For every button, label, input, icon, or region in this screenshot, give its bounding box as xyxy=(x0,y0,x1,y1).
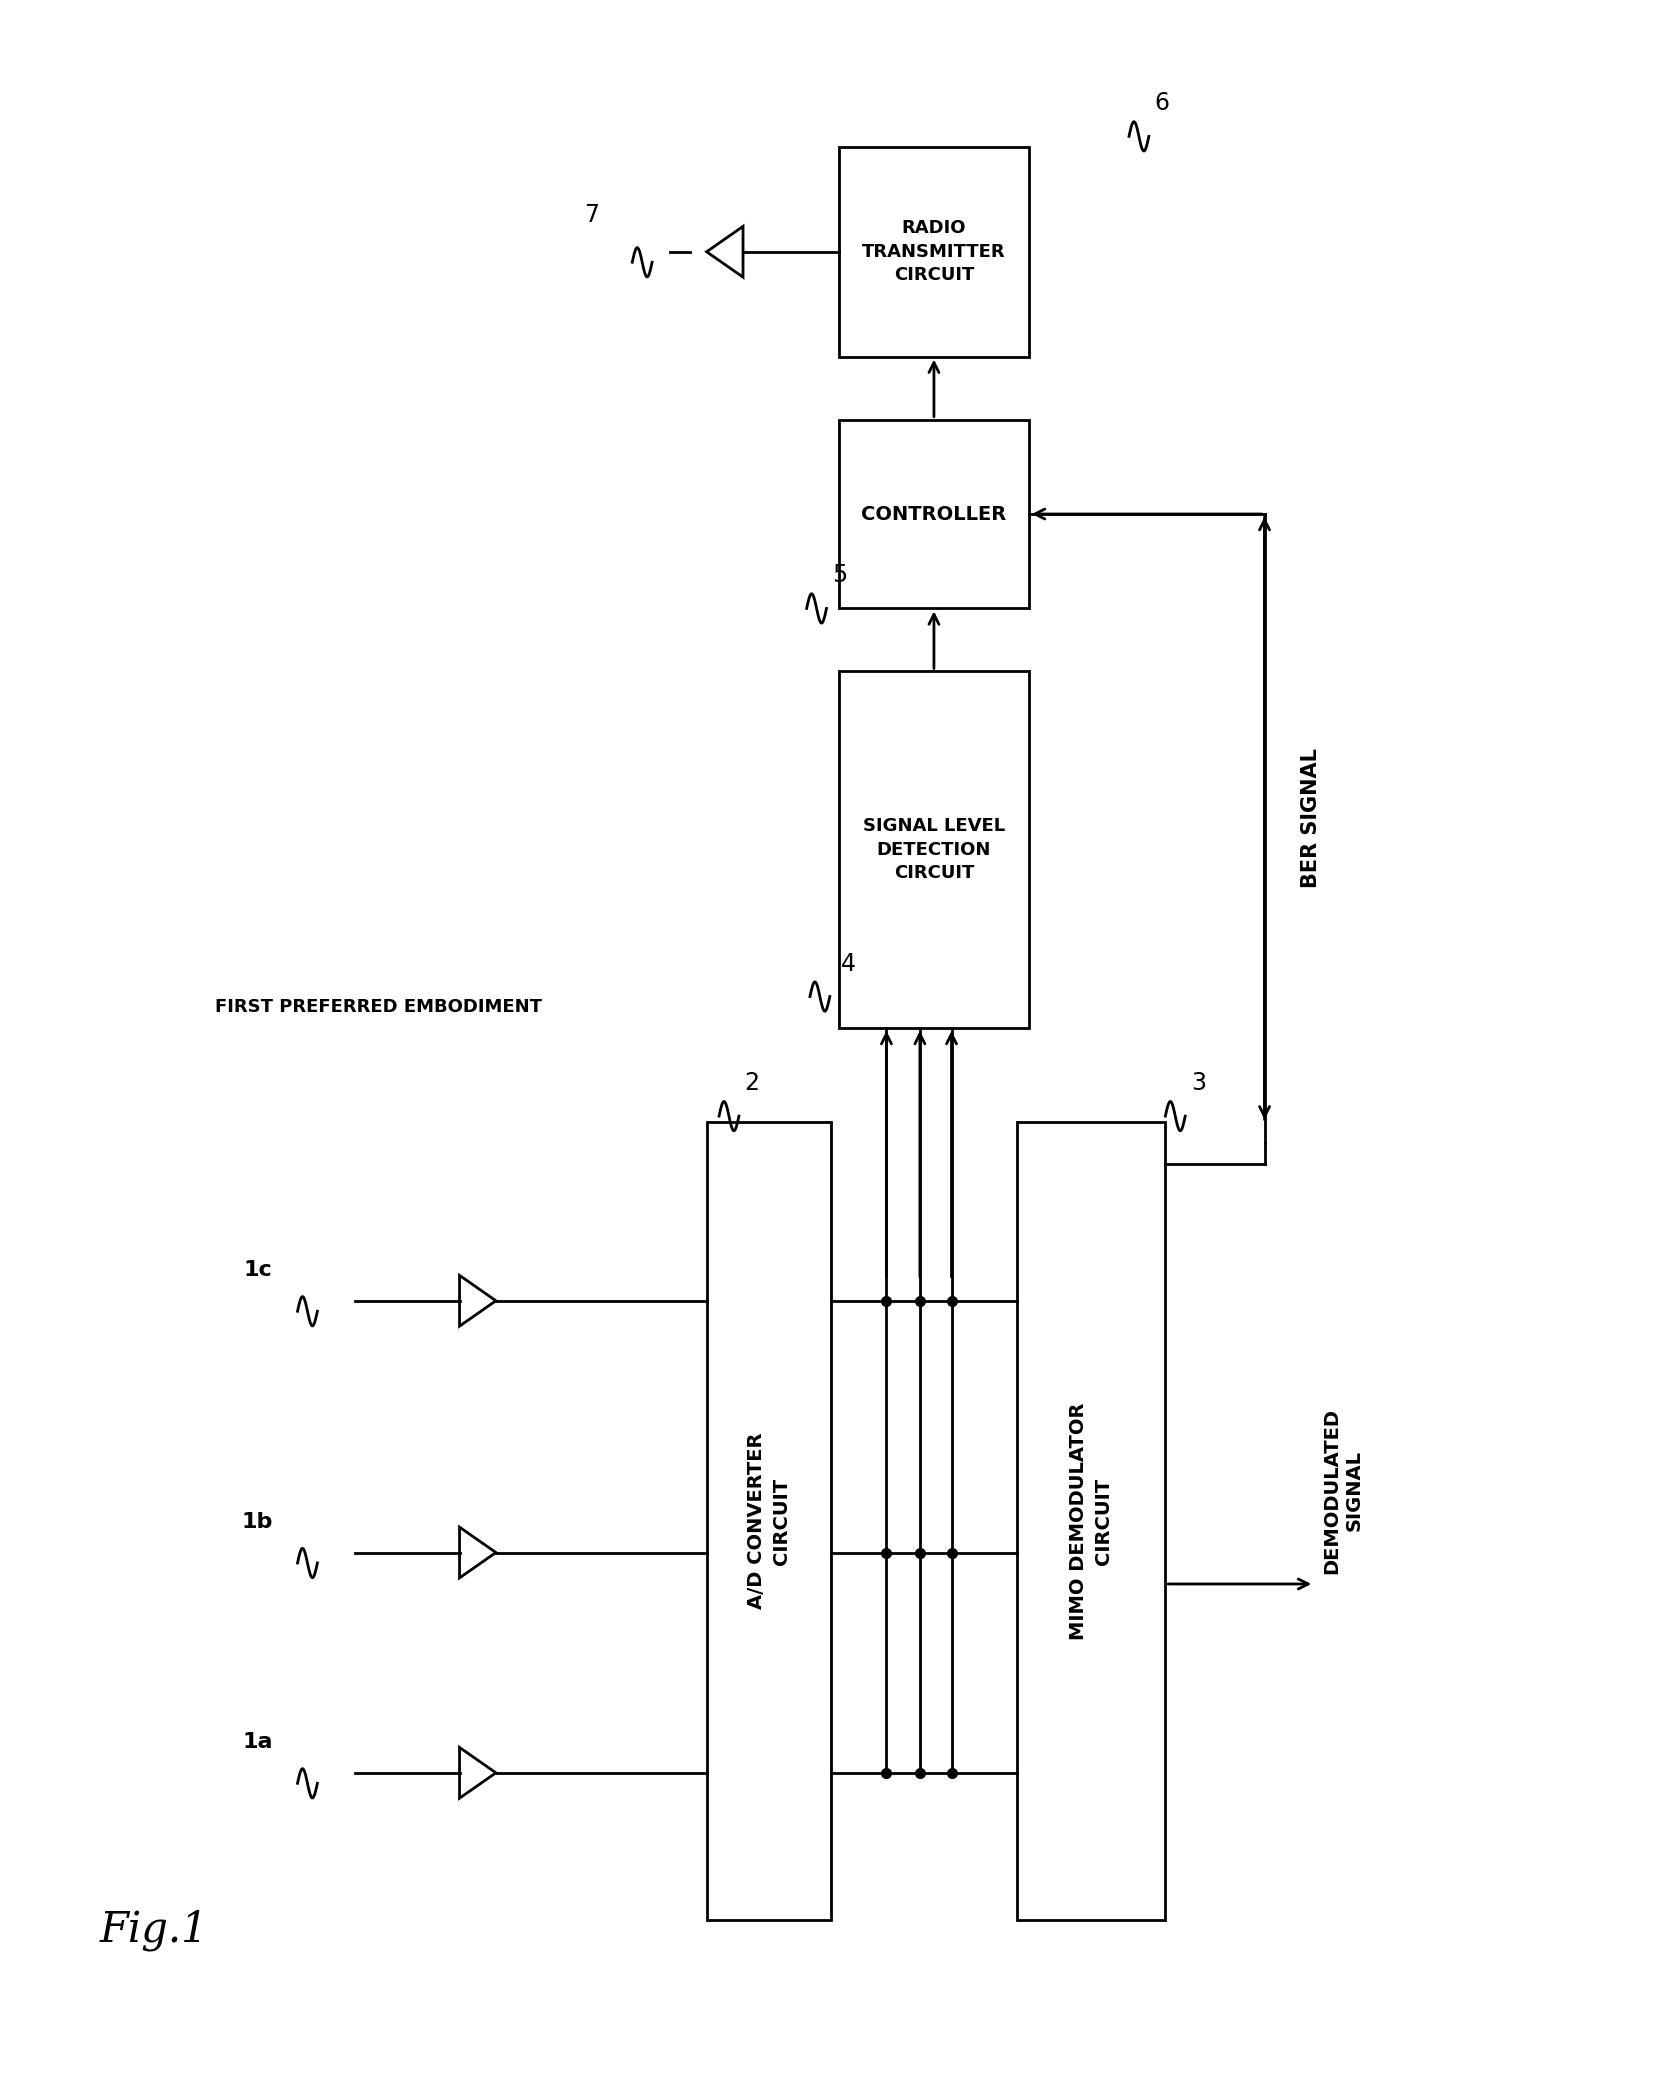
Text: MIMO DEMODULATOR
CIRCUIT: MIMO DEMODULATOR CIRCUIT xyxy=(1069,1401,1112,1641)
Text: 1b: 1b xyxy=(241,1511,273,1532)
Text: CONTROLLER: CONTROLLER xyxy=(861,504,1007,524)
Text: DEMODULATED
SIGNAL: DEMODULATED SIGNAL xyxy=(1322,1408,1364,1574)
Text: 4: 4 xyxy=(840,952,856,976)
Text: 1c: 1c xyxy=(245,1259,273,1280)
Text: 2: 2 xyxy=(744,1072,760,1095)
Text: BER SIGNAL: BER SIGNAL xyxy=(1301,749,1321,887)
Text: 7: 7 xyxy=(584,204,598,227)
Bar xyxy=(707,1122,831,1920)
Text: 3: 3 xyxy=(1190,1072,1207,1095)
Text: A/D CONVERTER
CIRCUIT: A/D CONVERTER CIRCUIT xyxy=(747,1433,790,1609)
Text: FIRST PREFERRED EMBODIMENT: FIRST PREFERRED EMBODIMENT xyxy=(215,999,542,1015)
Bar xyxy=(1017,1122,1165,1920)
Text: SIGNAL LEVEL
DETECTION
CIRCUIT: SIGNAL LEVEL DETECTION CIRCUIT xyxy=(863,816,1005,883)
Text: RADIO
TRANSMITTER
CIRCUIT: RADIO TRANSMITTER CIRCUIT xyxy=(863,218,1005,285)
Bar xyxy=(838,147,1028,357)
Text: Fig.1: Fig.1 xyxy=(99,1909,208,1951)
Text: 1a: 1a xyxy=(243,1731,273,1752)
Text: 6: 6 xyxy=(1154,92,1170,115)
Bar xyxy=(838,671,1028,1028)
Text: 5: 5 xyxy=(831,564,848,587)
Bar xyxy=(838,420,1028,608)
